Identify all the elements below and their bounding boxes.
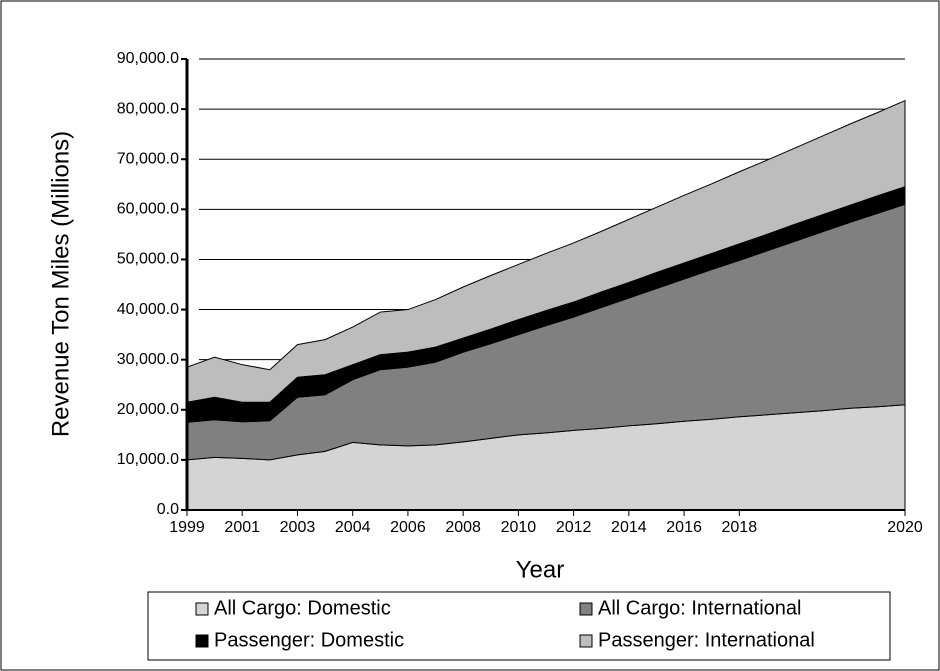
y-tick-label: 30,000.0 — [117, 351, 179, 368]
y-tick-label: 50,000.0 — [117, 251, 179, 268]
x-tick-label: 2010 — [501, 519, 537, 536]
y-tick-label: 40,000.0 — [117, 301, 179, 318]
x-axis-title: Year — [516, 556, 565, 583]
x-tick-label: 2006 — [390, 519, 426, 536]
legend — [147, 591, 891, 661]
legend-swatch — [195, 602, 209, 616]
y-tick-label: 70,000.0 — [117, 150, 179, 167]
y-tick-label: 90,000.0 — [117, 50, 179, 67]
legend-swatch — [579, 634, 593, 648]
legend-label: All Cargo: International — [598, 597, 801, 619]
y-axis-title: Revenue Ton Miles (Millions) — [47, 131, 74, 437]
legend-swatch — [579, 602, 593, 616]
x-tick-label: 2014 — [611, 519, 647, 536]
x-tick-label: 2016 — [666, 519, 702, 536]
area — [186, 99, 906, 403]
y-tick-label: 10,000.0 — [117, 451, 179, 468]
x-tick-label: 2020 — [887, 519, 923, 536]
legend-label: All Cargo: Domestic — [214, 597, 391, 619]
x-tick-label: 1999 — [169, 519, 205, 536]
legend-swatch — [195, 634, 209, 648]
x-tick-label: 2004 — [335, 519, 371, 536]
legend-label: Passenger: Domestic — [214, 629, 404, 651]
x-tick-label: 2012 — [556, 519, 592, 536]
y-tick-label: 20,000.0 — [117, 401, 179, 418]
y-tick-label: 0.0 — [157, 501, 179, 518]
x-tick-label: 2008 — [445, 519, 481, 536]
x-tick-label: 2018 — [722, 519, 758, 536]
legend-label: Passenger: International — [598, 629, 815, 651]
y-tick-label: 60,000.0 — [117, 201, 179, 218]
x-tick-label: 2001 — [224, 519, 260, 536]
y-tick-label: 80,000.0 — [117, 100, 179, 117]
x-tick-label: 2003 — [280, 519, 316, 536]
